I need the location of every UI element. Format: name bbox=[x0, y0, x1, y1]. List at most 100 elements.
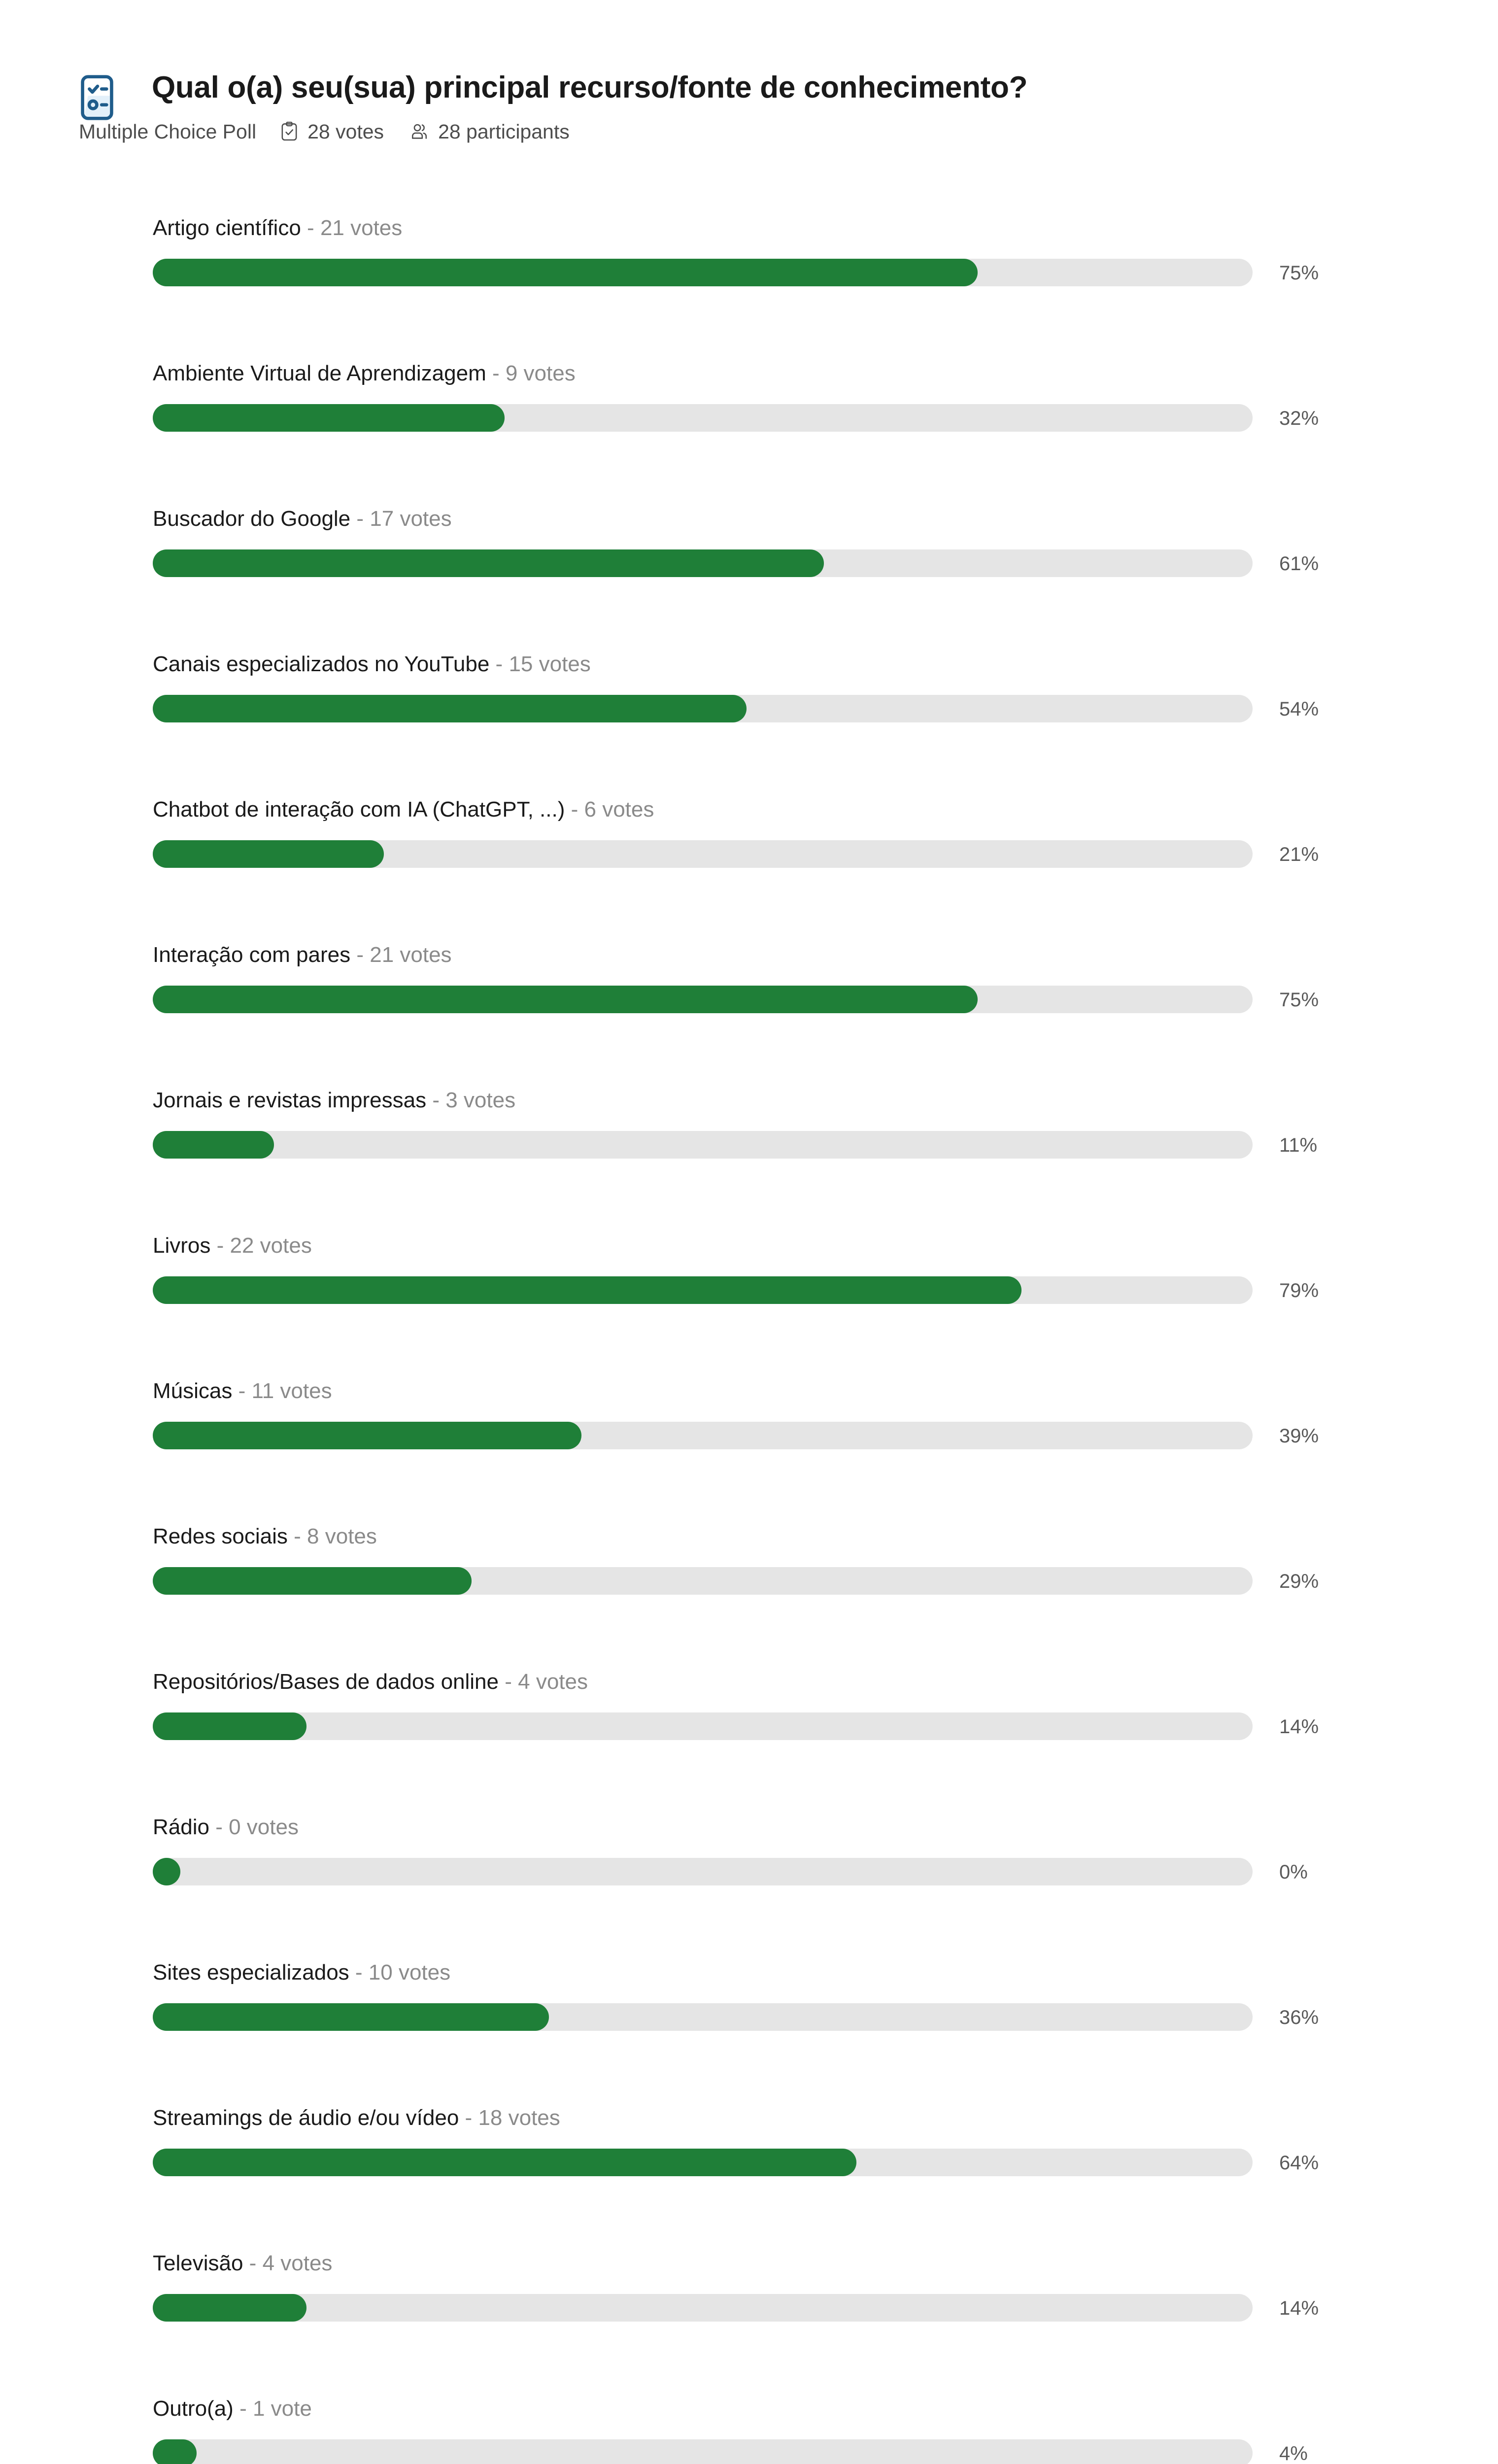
poll-option-row: Livros - 22 votes 79% bbox=[0, 1221, 1498, 1366]
poll-option-bar bbox=[153, 549, 1253, 577]
poll-option-bar-fill bbox=[153, 840, 384, 868]
poll-option-bar-fill bbox=[153, 404, 505, 432]
poll-option-votes: 11 votes bbox=[251, 1379, 332, 1403]
poll-option-bar bbox=[153, 2439, 1253, 2464]
poll-option-name: Músicas bbox=[153, 1379, 233, 1403]
poll-option-bar bbox=[153, 404, 1253, 432]
page-title: Qual o(a) seu(sua) principal recurso/fon… bbox=[152, 70, 1028, 104]
participants-count-text: 28 participants bbox=[438, 120, 570, 143]
poll-option-bar-fill bbox=[153, 1422, 582, 1449]
poll-option-bar bbox=[153, 840, 1253, 868]
poll-option-separator: - bbox=[238, 1379, 246, 1403]
poll-option-votes: 21 votes bbox=[320, 216, 403, 240]
poll-option-name: Redes sociais bbox=[153, 1524, 288, 1548]
poll-option-percent: 14% bbox=[1279, 2297, 1319, 2319]
poll-header: Qual o(a) seu(sua) principal recurso/fon… bbox=[0, 69, 1498, 144]
poll-option-bar-track bbox=[153, 1131, 1253, 1159]
poll-option-name: Ambiente Virtual de Aprendizagem bbox=[153, 361, 486, 385]
votes-count: 28 votes bbox=[279, 119, 384, 144]
participants-icon bbox=[409, 120, 430, 143]
poll-option-row: Outro(a) - 1 vote 4% bbox=[0, 2384, 1498, 2464]
poll-option-percent: 14% bbox=[1279, 1716, 1319, 1738]
poll-option-name: Jornais e revistas impressas bbox=[153, 1088, 427, 1112]
poll-option-bar-fill bbox=[153, 1712, 307, 1740]
poll-option-row: Redes sociais - 8 votes 29% bbox=[0, 1511, 1498, 1657]
poll-option-label: Músicas - 11 votes bbox=[153, 1378, 332, 1404]
poll-option-row: Sites especializados - 10 votes 36% bbox=[0, 1948, 1498, 2093]
poll-option-bar-track bbox=[153, 1712, 1253, 1740]
poll-option-row: Repositórios/Bases de dados online - 4 v… bbox=[0, 1657, 1498, 1802]
poll-option-percent: 39% bbox=[1279, 1425, 1319, 1447]
poll-option-percent: 29% bbox=[1279, 1571, 1319, 1592]
poll-option-label: Chatbot de interação com IA (ChatGPT, ..… bbox=[153, 796, 654, 823]
poll-option-separator: - bbox=[505, 1670, 512, 1694]
poll-option-bar bbox=[153, 1567, 1253, 1595]
poll-option-votes: 4 votes bbox=[262, 2251, 333, 2275]
poll-option-label: Rádio - 0 votes bbox=[153, 1814, 299, 1841]
poll-option-votes: 1 vote bbox=[252, 2396, 312, 2421]
poll-option-row: Artigo científico - 21 votes 75% bbox=[0, 203, 1498, 348]
poll-option-row: Músicas - 11 votes 39% bbox=[0, 1366, 1498, 1511]
poll-option-label: Outro(a) - 1 vote bbox=[153, 2396, 312, 2422]
poll-option-percent: 75% bbox=[1279, 989, 1319, 1011]
poll-option-separator: - bbox=[294, 1524, 301, 1548]
poll-option-bar bbox=[153, 1131, 1253, 1159]
poll-option-bar-fill bbox=[153, 2439, 197, 2464]
poll-option-percent: 64% bbox=[1279, 2152, 1319, 2174]
poll-option-label: Canais especializados no YouTube - 15 vo… bbox=[153, 651, 591, 678]
poll-option-bar bbox=[153, 1276, 1253, 1304]
poll-option-bar-track bbox=[153, 1858, 1253, 1885]
poll-option-votes: 15 votes bbox=[509, 652, 591, 676]
poll-option-label: Redes sociais - 8 votes bbox=[153, 1523, 377, 1550]
poll-option-label: Sites especializados - 10 votes bbox=[153, 1959, 450, 1986]
poll-option-label: Artigo científico - 21 votes bbox=[153, 215, 402, 241]
poll-option-separator: - bbox=[216, 1233, 224, 1258]
poll-option-label: Streamings de áudio e/ou vídeo - 18 vote… bbox=[153, 2105, 560, 2131]
poll-option-bar-fill bbox=[153, 1276, 1022, 1304]
poll-option-bar bbox=[153, 986, 1253, 1013]
poll-option-separator: - bbox=[249, 2251, 257, 2275]
poll-option-label: Televisão - 4 votes bbox=[153, 2250, 332, 2277]
multiple-choice-poll-icon bbox=[79, 75, 115, 120]
poll-type-text: Multiple Choice Poll bbox=[79, 120, 257, 143]
poll-option-votes: 21 votes bbox=[370, 943, 452, 967]
votes-count-text: 28 votes bbox=[307, 120, 384, 143]
poll-meta: Multiple Choice Poll 28 votes bbox=[79, 119, 1498, 144]
poll-option-votes: 4 votes bbox=[518, 1670, 588, 1694]
poll-option-bar bbox=[153, 1712, 1253, 1740]
poll-option-separator: - bbox=[495, 652, 503, 676]
poll-option-separator: - bbox=[432, 1088, 440, 1112]
poll-option-bar bbox=[153, 2003, 1253, 2031]
poll-option-bar-fill bbox=[153, 259, 978, 286]
poll-option-label: Livros - 22 votes bbox=[153, 1232, 312, 1259]
poll-option-name: Sites especializados bbox=[153, 1960, 349, 1985]
poll-option-percent: 4% bbox=[1279, 2443, 1308, 2464]
poll-option-row: Interação com pares - 21 votes 75% bbox=[0, 930, 1498, 1075]
poll-option-bar bbox=[153, 1422, 1253, 1449]
poll-option-bar bbox=[153, 2149, 1253, 2176]
poll-option-votes: 17 votes bbox=[370, 507, 452, 531]
poll-option-name: Repositórios/Bases de dados online bbox=[153, 1670, 499, 1694]
poll-option-votes: 6 votes bbox=[584, 797, 654, 821]
poll-option-votes: 0 votes bbox=[229, 1815, 299, 1839]
poll-option-votes: 10 votes bbox=[368, 1960, 451, 1985]
poll-option-bar-fill bbox=[153, 2294, 307, 2322]
poll-option-row: Jornais e revistas impressas - 3 votes 11… bbox=[0, 1075, 1498, 1221]
poll-option-label: Buscador do Google - 17 votes bbox=[153, 506, 452, 532]
poll-option-percent: 36% bbox=[1279, 2007, 1319, 2028]
poll-option-separator: - bbox=[356, 507, 364, 531]
poll-option-row: Ambiente Virtual de Aprendizagem - 9 vot… bbox=[0, 348, 1498, 494]
poll-option-bar-fill bbox=[153, 549, 824, 577]
poll-option-label: Interação com pares - 21 votes bbox=[153, 942, 452, 968]
poll-option-row: Televisão - 4 votes 14% bbox=[0, 2238, 1498, 2384]
poll-option-bar-fill bbox=[153, 695, 747, 722]
poll-option-name: Televisão bbox=[153, 2251, 243, 2275]
poll-option-percent: 32% bbox=[1279, 408, 1319, 429]
poll-option-bar-fill bbox=[153, 2149, 857, 2176]
poll-options-list: Artigo científico - 21 votes 75% Ambiente … bbox=[0, 203, 1498, 2464]
poll-option-name: Outro(a) bbox=[153, 2396, 234, 2421]
poll-option-bar bbox=[153, 1858, 1253, 1885]
poll-option-label: Ambiente Virtual de Aprendizagem - 9 vot… bbox=[153, 360, 576, 387]
poll-option-bar bbox=[153, 259, 1253, 286]
